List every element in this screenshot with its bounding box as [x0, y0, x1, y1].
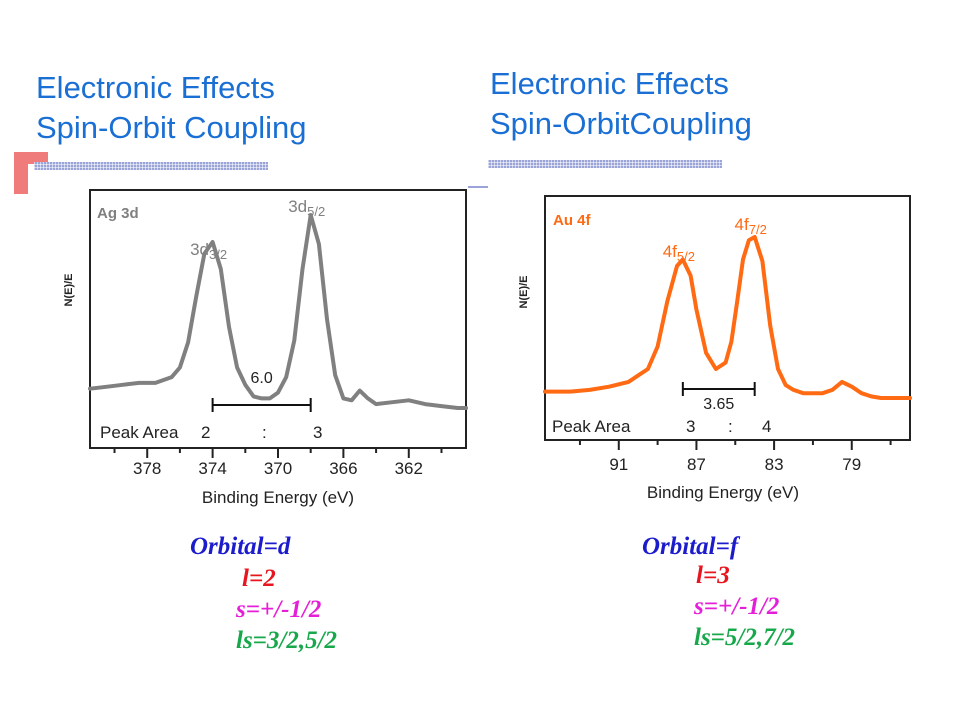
ag-x-axis-label: Binding Energy (eV) [202, 488, 354, 507]
au-x-tick-label: 79 [842, 455, 861, 474]
right-l-label: l=3 [696, 562, 730, 589]
au-y-axis-label: N(E)/E [518, 276, 530, 309]
ag-plot-frame [89, 189, 467, 449]
left-l-label: l=2 [242, 565, 276, 592]
ag-peak-area-left: 2 [201, 423, 210, 442]
right-orbital-label: Orbital=f [642, 533, 739, 560]
left-title-line1: Electronic Effects [36, 70, 275, 105]
right-title-line1: Electronic Effects [490, 66, 729, 101]
au-x-tick-label: 83 [765, 455, 784, 474]
ag-peak-label: 3d5/2 [288, 197, 325, 219]
accent-bar-horizontal [14, 152, 48, 164]
left-ls-label: ls=3/2,5/2 [236, 627, 338, 654]
au-x-tick-label: 91 [609, 455, 628, 474]
au-x-axis-label: Binding Energy (eV) [647, 483, 799, 502]
au-peak-label: 4f5/2 [663, 242, 695, 264]
au-peak-label: 4f7/2 [735, 215, 767, 237]
ag-spectrum-line [88, 213, 468, 410]
au-sample-label: Au 4f [553, 212, 592, 229]
right-ls-label: ls=5/2,7/2 [694, 624, 796, 651]
right-title-rule [488, 160, 722, 168]
right-title: Electronic Effects Spin-OrbitCoupling [490, 64, 752, 144]
ag-splitting-value: 6.0 [251, 370, 273, 387]
ag-peak-area-label: Peak Area [100, 423, 179, 442]
ag-x-tick-label: 362 [395, 459, 423, 478]
au-peak-area-sep: : [728, 417, 733, 436]
left-title-rule [34, 162, 268, 170]
au-spectrum-line [543, 235, 912, 400]
ag-x-tick-label: 366 [329, 459, 357, 478]
ag-y-axis-label: N(E)/E [63, 274, 75, 307]
au-plot-frame [544, 195, 911, 441]
au-x-tick-label: 87 [687, 455, 706, 474]
ag-x-tick-label: 370 [264, 459, 292, 478]
ag-peak-area-sep: : [262, 423, 267, 442]
left-title: Electronic Effects Spin-Orbit Coupling [36, 68, 307, 148]
au-peak-area-left: 3 [686, 417, 695, 436]
ag-peak-area-right: 3 [313, 423, 322, 442]
left-title-line2: Spin-Orbit Coupling [36, 110, 307, 145]
au-peak-area-right: 4 [762, 417, 771, 436]
ag-sample-label: Ag 3d [97, 205, 139, 222]
left-s-label: s=+/-1/2 [236, 596, 322, 623]
right-s-label: s=+/-1/2 [694, 593, 780, 620]
right-title-line2: Spin-OrbitCoupling [490, 106, 752, 141]
accent-dash [468, 186, 488, 188]
au-peak-area-label: Peak Area [552, 417, 631, 436]
ag-x-tick-label: 374 [198, 459, 226, 478]
ag-x-tick-label: 378 [133, 459, 161, 478]
ag-peak-label: 3d3/2 [190, 240, 227, 262]
left-orbital-label: Orbital=d [190, 533, 291, 560]
au-splitting-value: 3.65 [703, 396, 734, 413]
